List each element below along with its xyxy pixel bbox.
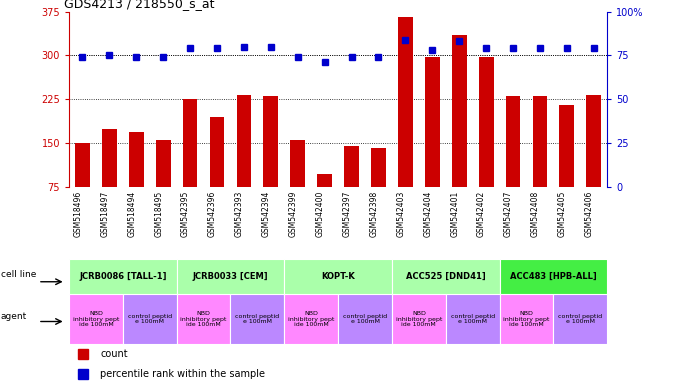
Text: control peptid
e 100mM: control peptid e 100mM	[235, 314, 279, 324]
Text: GSM542408: GSM542408	[531, 191, 540, 237]
Bar	[344, 146, 359, 187]
Text: agent: agent	[1, 312, 27, 321]
Bar	[156, 140, 170, 187]
Text: ACC525 [DND41]: ACC525 [DND41]	[406, 272, 486, 281]
Text: NBD
inhibitory pept
ide 100mM: NBD inhibitory pept ide 100mM	[72, 311, 119, 327]
Text: GSM542401: GSM542401	[450, 191, 460, 237]
Text: GSM542407: GSM542407	[504, 191, 513, 237]
Text: NBD
inhibitory pept
ide 100mM: NBD inhibitory pept ide 100mM	[180, 311, 227, 327]
Bar	[69, 259, 177, 294]
Text: GSM542400: GSM542400	[315, 191, 325, 237]
Text: control peptid
e 100mM: control peptid e 100mM	[451, 314, 495, 324]
Text: GSM542397: GSM542397	[342, 191, 352, 237]
Text: control peptid
e 100mM: control peptid e 100mM	[558, 314, 602, 324]
Bar	[123, 294, 177, 344]
Text: NBD
inhibitory pept
ide 100mM: NBD inhibitory pept ide 100mM	[503, 311, 550, 327]
Bar	[69, 294, 123, 344]
Bar	[392, 294, 446, 344]
Bar	[500, 294, 553, 344]
Text: GSM542399: GSM542399	[288, 191, 298, 237]
Text: GSM518494: GSM518494	[127, 191, 137, 237]
Text: NBD
inhibitory pept
ide 100mM: NBD inhibitory pept ide 100mM	[288, 311, 335, 327]
Bar	[290, 140, 305, 187]
Text: GSM542394: GSM542394	[262, 191, 271, 237]
Text: NBD
inhibitory pept
ide 100mM: NBD inhibitory pept ide 100mM	[395, 311, 442, 327]
Bar	[210, 117, 224, 187]
Text: KOPT-K: KOPT-K	[322, 272, 355, 281]
Bar	[425, 56, 440, 187]
Text: percentile rank within the sample: percentile rank within the sample	[100, 369, 265, 379]
Text: GSM542396: GSM542396	[208, 191, 217, 237]
Bar	[264, 96, 278, 187]
Bar	[533, 96, 547, 187]
Bar	[586, 95, 601, 187]
Text: GSM518496: GSM518496	[73, 191, 83, 237]
Bar	[392, 259, 500, 294]
Bar	[177, 259, 284, 294]
Text: GSM542404: GSM542404	[423, 191, 432, 237]
Text: JCRB0033 [CEM]: JCRB0033 [CEM]	[193, 272, 268, 281]
Text: GSM542402: GSM542402	[477, 191, 486, 237]
Text: GDS4213 / 218550_s_at: GDS4213 / 218550_s_at	[63, 0, 214, 10]
Text: GSM518497: GSM518497	[100, 191, 109, 237]
Bar	[284, 259, 392, 294]
Bar	[500, 259, 607, 294]
Bar	[553, 294, 607, 344]
Bar	[338, 294, 392, 344]
Bar	[371, 148, 386, 187]
Text: count: count	[100, 349, 128, 359]
Bar	[177, 294, 230, 344]
Bar	[129, 132, 144, 187]
Bar	[75, 143, 90, 187]
Text: control peptid
e 100mM: control peptid e 100mM	[128, 314, 172, 324]
Text: JCRB0086 [TALL-1]: JCRB0086 [TALL-1]	[79, 272, 166, 281]
Text: cell line: cell line	[1, 270, 36, 279]
Text: control peptid
e 100mM: control peptid e 100mM	[343, 314, 387, 324]
Bar	[230, 294, 284, 344]
Bar	[446, 294, 500, 344]
Text: GSM542395: GSM542395	[181, 191, 190, 237]
Text: GSM542403: GSM542403	[396, 191, 406, 237]
Bar	[560, 105, 574, 187]
Text: GSM518495: GSM518495	[154, 191, 164, 237]
Text: ACC483 [HPB-ALL]: ACC483 [HPB-ALL]	[510, 272, 597, 281]
Bar	[237, 95, 251, 187]
Bar	[317, 174, 332, 187]
Bar	[102, 129, 117, 187]
Bar	[183, 99, 197, 187]
Bar	[452, 35, 466, 187]
Text: GSM542398: GSM542398	[369, 191, 379, 237]
Bar	[398, 17, 413, 187]
Bar	[506, 96, 520, 187]
Text: GSM542406: GSM542406	[584, 191, 594, 237]
Text: GSM542393: GSM542393	[235, 191, 244, 237]
Text: GSM542405: GSM542405	[558, 191, 567, 237]
Bar	[479, 56, 493, 187]
Bar	[284, 294, 338, 344]
